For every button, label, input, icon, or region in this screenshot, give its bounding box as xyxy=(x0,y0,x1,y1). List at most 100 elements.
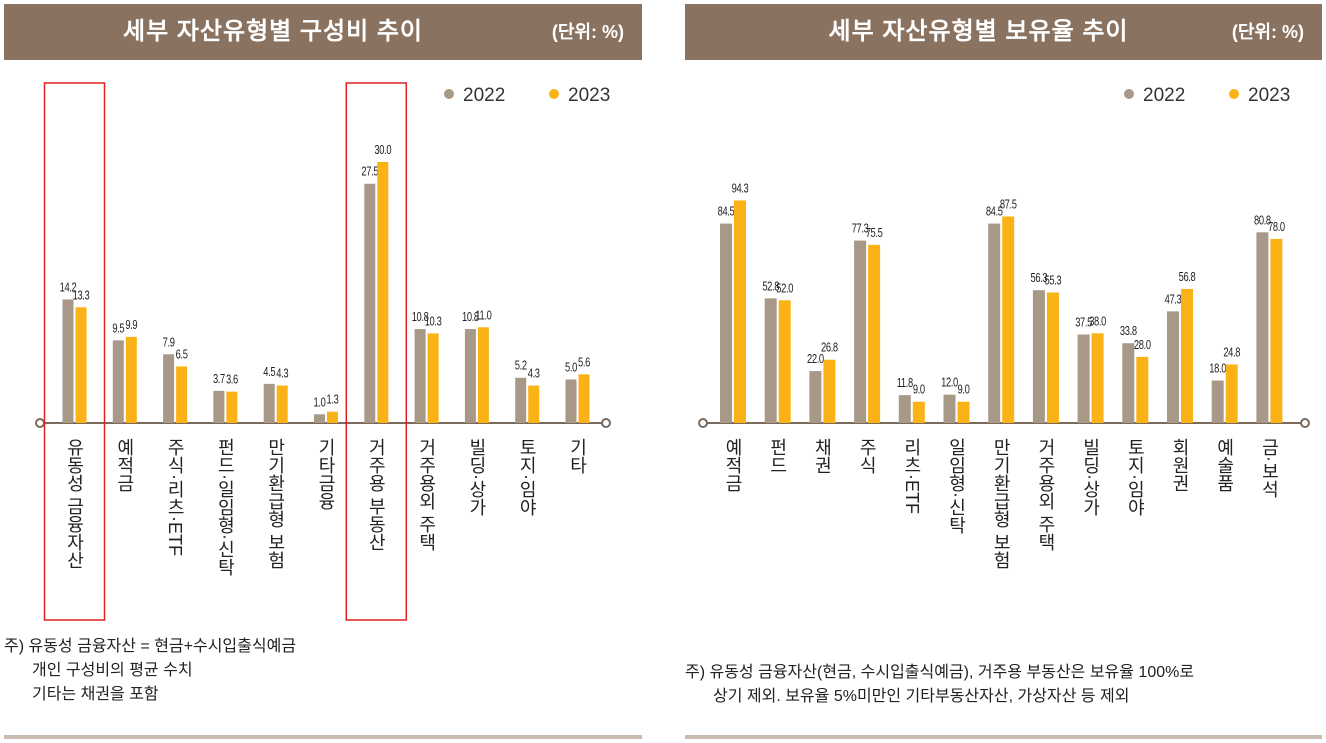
composition-chart-panel: 세부 자산유형별 구성비 추이 (단위: %) 2022 2023 14.2 13.3… xyxy=(4,4,642,739)
category-label-7: 거주용 부동산 xyxy=(366,438,386,551)
value-label-2023-2: 52.0 xyxy=(776,282,793,296)
category-label-3: 주식·리츠·ETF xyxy=(165,438,185,556)
category-label-6: 일임형·신탁 xyxy=(947,438,967,534)
value-label-2023-8: 10.3 xyxy=(425,315,442,329)
bar-2022-6 xyxy=(943,394,956,423)
value-label-2022-6: 12.0 xyxy=(941,376,958,390)
value-label-2023-6: 1.3 xyxy=(327,393,339,407)
bar-2022-3 xyxy=(809,371,822,423)
bar-2022-8 xyxy=(414,329,426,423)
bar-2023-10 xyxy=(1136,356,1149,423)
bar-2022-11 xyxy=(565,379,577,423)
category-label-2: 예적금 xyxy=(115,438,135,492)
note-line: 상기 제외. 보유율 5%미만인 기타부동산자산, 가상자산 등 제외 xyxy=(713,688,1130,705)
note-line: 주) 유동성 금융자산 = 현금+수시입출식예금 xyxy=(4,638,297,655)
composition-chart-header: 세부 자산유형별 구성비 추이 (단위: %) xyxy=(4,4,642,60)
value-label-2022-5: 4.5 xyxy=(263,366,275,380)
value-label-2023-5: 9.0 xyxy=(913,383,925,397)
value-label-2023-9: 11.0 xyxy=(475,309,491,323)
category-label-1: 유동성 금융자산 xyxy=(65,438,85,569)
legend-marker-2022 xyxy=(1124,89,1134,99)
value-label-2022-11: 5.0 xyxy=(565,361,577,375)
category-label-5: 만기환급형 보험 xyxy=(266,438,286,569)
value-label-2023-9: 38.0 xyxy=(1089,315,1106,329)
value-label-2023-1: 94.3 xyxy=(732,182,749,196)
legend-label-2023: 2023 xyxy=(568,85,610,106)
value-label-2023-12: 24.8 xyxy=(1223,346,1240,360)
value-label-2022-12: 18.0 xyxy=(1209,362,1226,376)
bar-2022-4 xyxy=(854,240,867,423)
category-label-11: 회원권 xyxy=(1170,438,1190,492)
legend-label-2022: 2022 xyxy=(463,85,505,106)
ownership-chart-unit: (단위: %) xyxy=(1231,22,1304,42)
value-label-2023-8: 55.3 xyxy=(1045,274,1062,288)
value-label-2023-7: 87.5 xyxy=(1000,198,1017,212)
value-label-2022-5: 11.8 xyxy=(897,377,913,391)
value-label-2022-6: 1.0 xyxy=(314,396,326,410)
bar-2023-3 xyxy=(823,359,836,423)
category-label-6: 기타금융 xyxy=(316,438,336,510)
bar-2023-10 xyxy=(528,385,540,423)
category-label-9: 빌딩·상가 xyxy=(467,438,487,516)
bar-2023-1 xyxy=(734,200,746,423)
bar-2023-5 xyxy=(276,385,288,423)
legend-label-2023: 2023 xyxy=(1248,85,1290,106)
category-label-4: 펀드·일임형·신탁 xyxy=(215,438,235,576)
value-label-2023-11: 56.8 xyxy=(1179,271,1196,285)
axis-end-cap xyxy=(1300,418,1310,428)
value-label-2022-7: 27.5 xyxy=(361,165,378,179)
ownership-chart-notes: 주) 유동성 금융자산(현금, 수시입출식예금), 거주용 부동산은 보유율 1… xyxy=(685,661,1194,709)
category-label-9: 빌딩·상가 xyxy=(1081,438,1101,516)
bar-2022-7 xyxy=(364,183,376,423)
value-label-2023-5: 4.3 xyxy=(276,367,288,381)
bar-2022-5 xyxy=(263,383,275,423)
value-label-2022-3: 22.0 xyxy=(807,353,824,367)
bar-2023-12 xyxy=(1225,364,1238,423)
ownership-chart-title: 세부 자산유형별 보유율 추이 xyxy=(828,18,1129,45)
category-label-7: 만기환급형 보험 xyxy=(991,438,1011,569)
bar-2023-2 xyxy=(778,300,791,423)
panel-divider xyxy=(685,735,1322,739)
bar-2022-10 xyxy=(515,377,527,423)
bar-2022-6 xyxy=(314,414,325,423)
value-label-2023-10: 4.3 xyxy=(528,367,540,381)
composition-chart-notes: 주) 유동성 금융자산 = 현금+수시입출식예금 개인 구성비의 평균 수치 기… xyxy=(4,635,296,707)
legend-label-2022: 2022 xyxy=(1143,85,1185,106)
value-label-2022-2: 9.5 xyxy=(112,322,124,336)
value-label-2022-11: 47.3 xyxy=(1165,293,1182,307)
bar-2022-9 xyxy=(1077,334,1090,423)
bar-2023-8 xyxy=(427,333,439,423)
value-label-2023-1: 13.3 xyxy=(73,289,90,303)
legend-marker-2023 xyxy=(1229,89,1239,99)
category-label-11: 기타 xyxy=(568,438,588,474)
value-label-2023-10: 28.0 xyxy=(1134,339,1151,353)
note-line: 기타는 채권을 포함 xyxy=(32,686,159,703)
panel-divider xyxy=(4,735,642,739)
bar-2023-8 xyxy=(1046,292,1059,423)
bar-2022-3 xyxy=(163,354,175,423)
ownership-chart-panel: 세부 자산유형별 보유율 추이 (단위: %) 2022 2023 84.5 94.3… xyxy=(685,4,1322,739)
ownership-chart-header: 세부 자산유형별 보유율 추이 (단위: %) xyxy=(685,4,1322,60)
bar-2022-1 xyxy=(62,299,74,423)
bar-2022-2 xyxy=(112,340,124,423)
value-label-2022-10: 33.8 xyxy=(1120,325,1137,339)
category-label-4: 주식 xyxy=(857,438,877,474)
highlight-box-2 xyxy=(345,82,408,621)
value-label-2022-13: 80.8 xyxy=(1254,214,1271,228)
axis-end-cap xyxy=(698,418,708,428)
bar-2022-10 xyxy=(1122,343,1135,423)
value-label-2022-9: 37.5 xyxy=(1075,316,1092,330)
category-label-2: 펀드 xyxy=(768,438,788,474)
composition-chart-unit: (단위: %) xyxy=(551,22,624,42)
value-label-2022-9: 10.8 xyxy=(462,311,479,325)
value-label-2022-8: 56.3 xyxy=(1031,272,1048,286)
category-label-8: 거주용외 주택 xyxy=(1036,438,1056,551)
highlight-box-1 xyxy=(43,82,106,621)
note-line: 주) 유동성 금융자산(현금, 수시입출식예금), 거주용 부동산은 보유율 1… xyxy=(685,664,1195,681)
value-label-2022-8: 10.8 xyxy=(412,311,429,325)
composition-bar-chart: 2022 2023 14.213.3 유동성 금융자산 9.5 9.9 예적금 7.96.5 주… xyxy=(35,82,611,621)
bar-2022-12 xyxy=(1211,380,1224,423)
bar-2023-7 xyxy=(377,162,389,423)
bar-2023-11 xyxy=(1181,288,1193,423)
bar-2023-7 xyxy=(1002,216,1015,423)
